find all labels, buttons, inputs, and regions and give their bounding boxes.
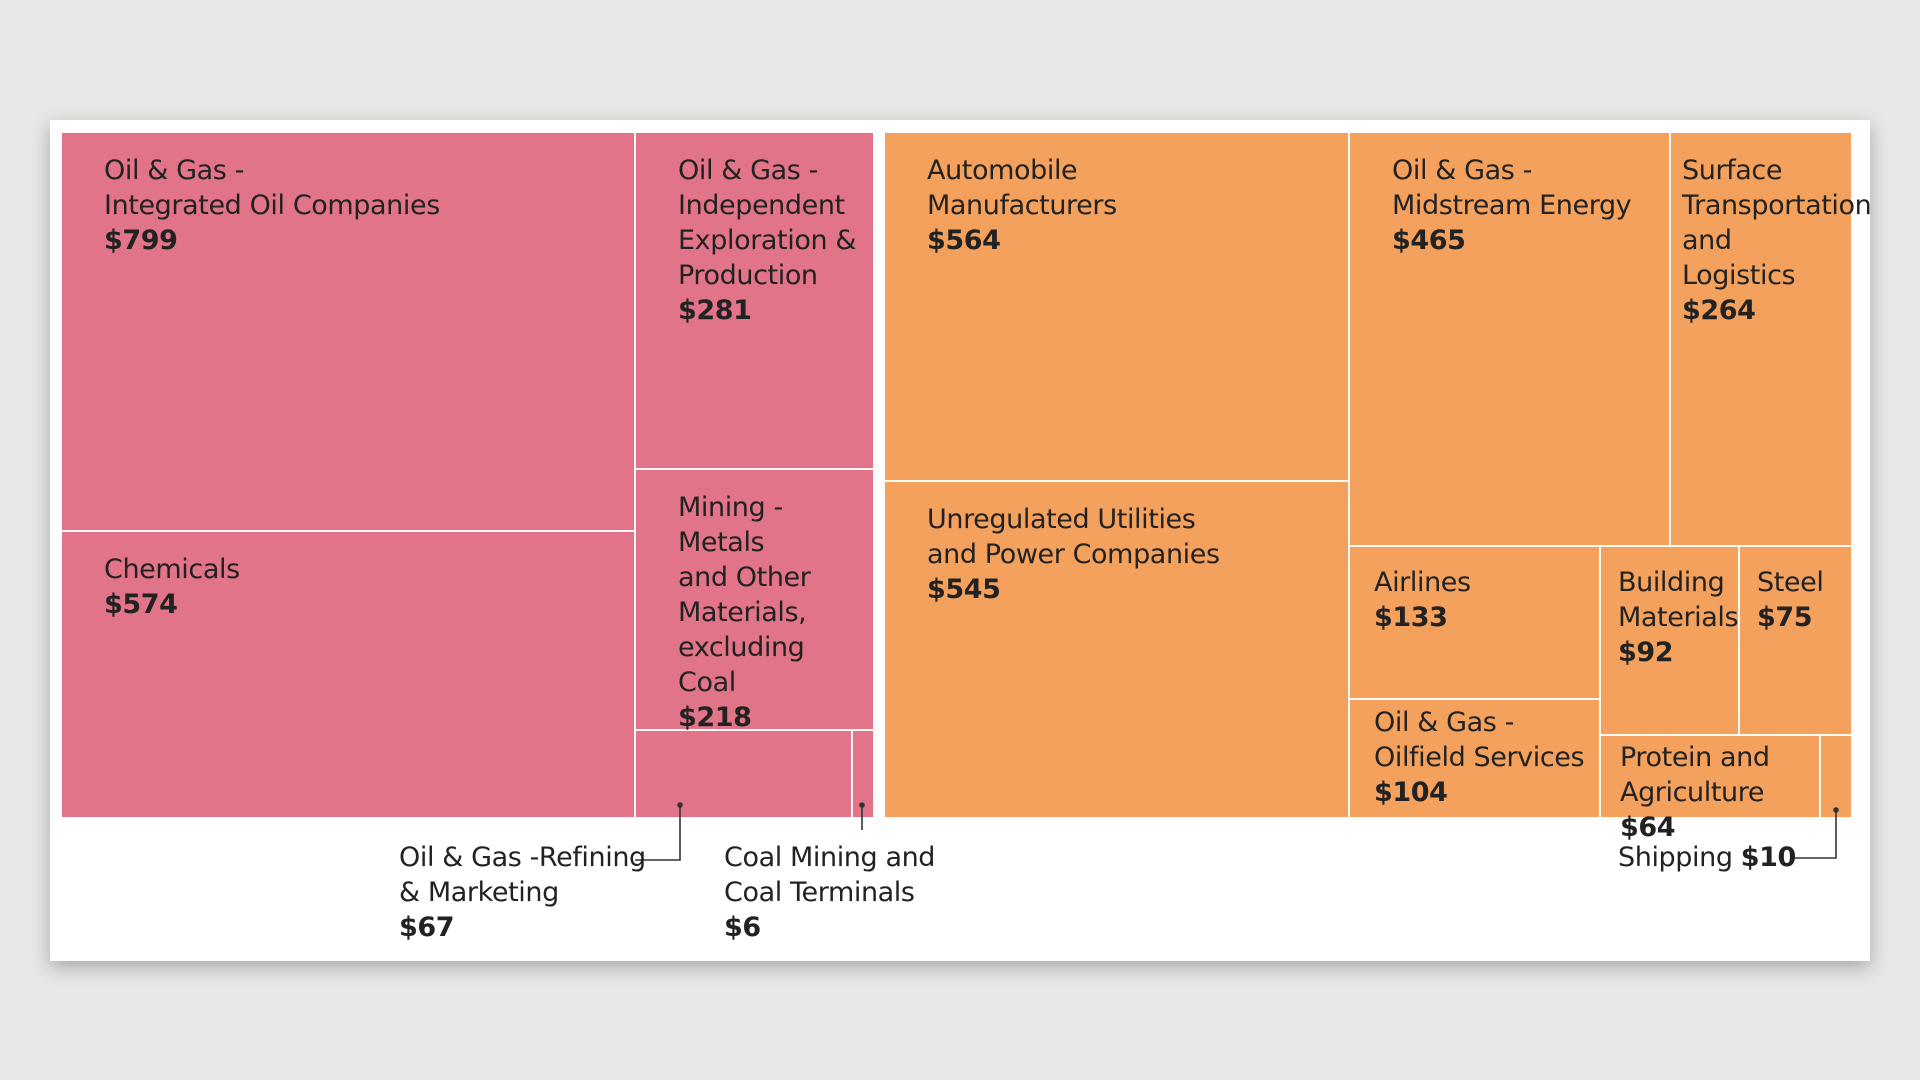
tile-label: Oil & Gas - Midstream Energy $465 — [1392, 153, 1663, 258]
tile-name: Unregulated Utilities and Power Companie… — [927, 504, 1220, 570]
tile-value: $465 — [1392, 225, 1466, 256]
tile-protein-agriculture: Protein and Agriculture $64 — [1600, 735, 1820, 843]
tile-value: $564 — [927, 225, 1001, 256]
callout-coal-mining: Coal Mining and Coal Terminals $6 — [724, 840, 935, 945]
tile-label: Unregulated Utilities and Power Companie… — [927, 502, 1342, 607]
tile-chemicals: Chemicals $574 — [61, 531, 635, 818]
callout-value: $10 — [1740, 842, 1797, 873]
tile-shipping — [1820, 735, 1852, 818]
tile-name: Surface Transportation and Logistics — [1682, 155, 1872, 291]
tile-name: Chemicals — [104, 554, 240, 585]
tile-unregulated-utilities: Unregulated Utilities and Power Companie… — [884, 481, 1349, 818]
tile-label: Automobile Manufacturers $564 — [927, 153, 1342, 258]
tile-label: Steel $75 — [1757, 565, 1845, 635]
tile-name: Airlines — [1374, 567, 1471, 598]
callout-name: Oil & Gas -Refining & Marketing — [399, 842, 646, 908]
tile-value: $574 — [104, 589, 178, 620]
tile-independent-exploration: Oil & Gas - Independent Exploration & Pr… — [635, 132, 874, 469]
tile-name: Mining - Metals and Other Materials, exc… — [678, 492, 811, 698]
tile-label: Chemicals $574 — [104, 552, 628, 622]
tile-value: $75 — [1757, 602, 1813, 633]
tile-oilfield-services: Oil & Gas - Oilfield Services $104 — [1349, 699, 1600, 818]
tile-building-materials: Building Materials $92 — [1600, 546, 1739, 735]
tile-value: $264 — [1682, 295, 1756, 326]
tile-automobile: Automobile Manufacturers $564 — [884, 132, 1349, 481]
callout-value: $6 — [724, 912, 761, 943]
tile-value: $218 — [678, 702, 752, 733]
callout-name: Shipping — [1618, 842, 1733, 873]
tile-mining-metals: Mining - Metals and Other Materials, exc… — [635, 469, 874, 733]
tile-value: $799 — [104, 225, 178, 256]
callout-value: $67 — [399, 912, 455, 943]
tile-label: Oil & Gas - Integrated Oil Companies $79… — [104, 153, 628, 258]
tile-value: $545 — [927, 574, 1001, 605]
tile-name: Oil & Gas - Oilfield Services — [1374, 707, 1585, 773]
tile-midstream-energy: Oil & Gas - Midstream Energy $465 — [1349, 132, 1670, 546]
tile-label: Oil & Gas - Independent Exploration & Pr… — [678, 153, 867, 328]
tile-refining-marketing — [635, 730, 852, 818]
tile-value: $92 — [1618, 637, 1674, 668]
tile-name: Protein and Agriculture — [1620, 742, 1770, 808]
tile-value: $281 — [678, 295, 752, 326]
tile-name: Building Materials — [1618, 567, 1739, 633]
tile-name: Oil & Gas - Independent Exploration & Pr… — [678, 155, 856, 291]
tile-coal-mining — [852, 730, 874, 818]
tile-integrated-oil: Oil & Gas - Integrated Oil Companies $79… — [61, 132, 635, 531]
tile-name: Oil & Gas - Integrated Oil Companies — [104, 155, 440, 221]
tile-label: Airlines $133 — [1374, 565, 1593, 635]
tile-label: Building Materials $92 — [1618, 565, 1739, 670]
tile-label: Oil & Gas - Oilfield Services $104 — [1374, 705, 1593, 810]
tile-name: Oil & Gas - Midstream Energy — [1392, 155, 1632, 221]
tile-airlines: Airlines $133 — [1349, 546, 1600, 699]
tile-label: Protein and Agriculture $64 — [1620, 740, 1819, 845]
tile-steel: Steel $75 — [1739, 546, 1852, 735]
callout-refining-marketing: Oil & Gas -Refining & Marketing $67 — [399, 840, 646, 945]
tile-name: Steel — [1757, 567, 1824, 598]
tile-value: $64 — [1620, 812, 1676, 843]
tile-surface-transportation: Surface Transportation and Logistics $26… — [1670, 132, 1872, 546]
tile-value: $104 — [1374, 777, 1448, 808]
tile-value: $133 — [1374, 602, 1448, 633]
tile-name: Automobile Manufacturers — [927, 155, 1117, 221]
callout-name: Coal Mining and Coal Terminals — [724, 842, 936, 908]
tile-label: Surface Transportation and Logistics $26… — [1682, 153, 1872, 328]
tile-label: Mining - Metals and Other Materials, exc… — [678, 490, 867, 735]
callout-shipping: Shipping $10 — [1618, 840, 1796, 875]
